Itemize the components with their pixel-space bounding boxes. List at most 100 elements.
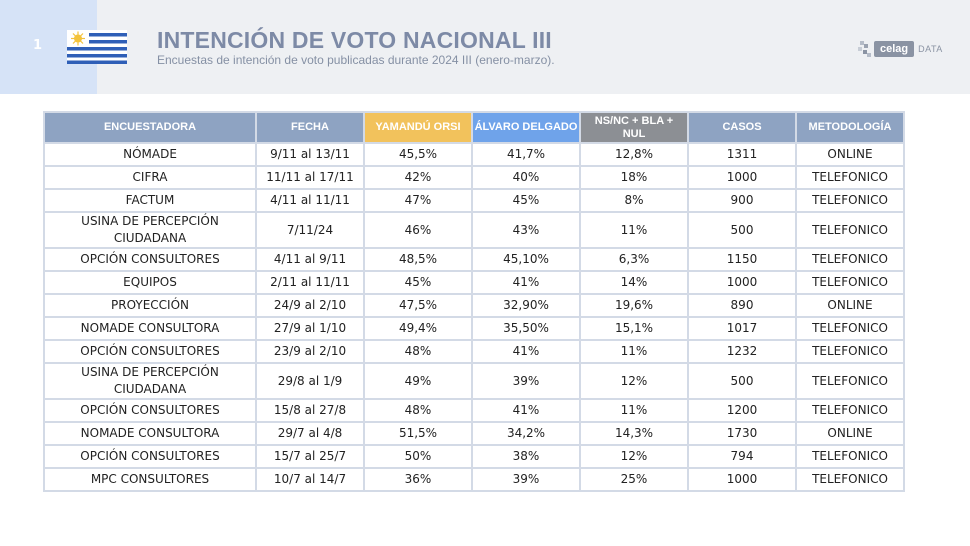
- table-row: OPCIÓN CONSULTORES 4/11 al 9/11 48,5% 45,10…: [43, 247, 905, 272]
- logo-suffix: DATA: [918, 44, 943, 54]
- cell-encuestadora: FACTUM: [43, 188, 257, 213]
- cell-nsnc: 11%: [579, 398, 689, 423]
- table-row: FACTUM 4/11 al 11/11 47% 45% 8% 900 TELEFONICO: [43, 188, 905, 213]
- cell-metodologia: TELEFONICO: [795, 339, 905, 364]
- table-row: PROYECCIÓN 24/9 al 2/10 47,5% 32,90% 19,6% 89…: [43, 293, 905, 318]
- celag-mark-icon: [858, 41, 871, 57]
- cell-nsnc: 12,8%: [579, 142, 689, 167]
- cell-casos: 1200: [687, 398, 797, 423]
- cell-orsi: 45%: [363, 270, 473, 295]
- col-orsi: YAMANDÚ ORSI: [363, 111, 473, 144]
- cell-metodologia: TELEFONICO: [795, 467, 905, 492]
- cell-orsi: 51,5%: [363, 421, 473, 446]
- cell-encuestadora: NÓMADE: [43, 142, 257, 167]
- cell-delgado: 32,90%: [471, 293, 581, 318]
- cell-nsnc: 18%: [579, 165, 689, 190]
- cell-metodologia: TELEFONICO: [795, 444, 905, 469]
- header-band: [0, 0, 970, 94]
- cell-casos: 1017: [687, 316, 797, 341]
- celag-logo: celag DATA: [858, 38, 943, 60]
- cell-fecha: 11/11 al 17/11: [255, 165, 365, 190]
- cell-casos: 500: [687, 362, 797, 400]
- cell-encuestadora: OPCIÓN CONSULTORES: [43, 247, 257, 272]
- table-row: EQUIPOS 2/11 al 11/11 45% 41% 14% 1000 TELEFON…: [43, 270, 905, 295]
- cell-metodologia: TELEFONICO: [795, 188, 905, 213]
- cell-fecha: 4/11 al 9/11: [255, 247, 365, 272]
- cell-orsi: 48%: [363, 398, 473, 423]
- cell-casos: 794: [687, 444, 797, 469]
- cell-encuestadora: NOMADE CONSULTORA: [43, 421, 257, 446]
- cell-nsnc: 6,3%: [579, 247, 689, 272]
- cell-nsnc: 8%: [579, 188, 689, 213]
- cell-nsnc: 11%: [579, 211, 689, 249]
- cell-metodologia: TELEFONICO: [795, 247, 905, 272]
- cell-orsi: 46%: [363, 211, 473, 249]
- cell-orsi: 47%: [363, 188, 473, 213]
- cell-delgado: 38%: [471, 444, 581, 469]
- cell-fecha: 7/11/24: [255, 211, 365, 249]
- cell-nsnc: 11%: [579, 339, 689, 364]
- cell-delgado: 41%: [471, 398, 581, 423]
- cell-nsnc: 25%: [579, 467, 689, 492]
- col-nsnc: NS/NC + BLA + NUL: [579, 111, 689, 144]
- cell-metodologia: TELEFONICO: [795, 270, 905, 295]
- table-row: CIFRA 11/11 al 17/11 42% 40% 18% 1000 TELEFONI…: [43, 165, 905, 190]
- cell-fecha: 9/11 al 13/11: [255, 142, 365, 167]
- cell-fecha: 29/8 al 1/9: [255, 362, 365, 400]
- cell-encuestadora: MPC CONSULTORES: [43, 467, 257, 492]
- uruguay-flag-icon: [67, 30, 127, 64]
- cell-delgado: 45,10%: [471, 247, 581, 272]
- cell-encuestadora: NOMADE CONSULTORA: [43, 316, 257, 341]
- cell-delgado: 35,50%: [471, 316, 581, 341]
- cell-delgado: 41%: [471, 339, 581, 364]
- cell-nsnc: 15,1%: [579, 316, 689, 341]
- cell-orsi: 42%: [363, 165, 473, 190]
- polls-table: ENCUESTADORA FECHA YAMANDÚ ORSI ÁLVARO D…: [43, 111, 905, 492]
- col-delgado: ÁLVARO DELGADO: [471, 111, 581, 144]
- cell-metodologia: TELEFONICO: [795, 211, 905, 249]
- cell-fecha: 29/7 al 4/8: [255, 421, 365, 446]
- cell-casos: 1000: [687, 165, 797, 190]
- col-fecha: FECHA: [255, 111, 365, 144]
- table-row: OPCIÓN CONSULTORES 15/7 al 25/7 50% 38% 12% 7…: [43, 444, 905, 469]
- table-row: NOMADE CONSULTORA 27/9 al 1/10 49,4% 35,50%…: [43, 316, 905, 341]
- cell-encuestadora: EQUIPOS: [43, 270, 257, 295]
- cell-encuestadora: USINA DE PERCEPCIÓN CIUDADANA: [43, 211, 257, 249]
- cell-casos: 1000: [687, 270, 797, 295]
- logo-text: celag: [874, 41, 915, 57]
- cell-encuestadora: USINA DE PERCEPCIÓN CIUDADANA: [43, 362, 257, 400]
- cell-delgado: 41%: [471, 270, 581, 295]
- cell-orsi: 48,5%: [363, 247, 473, 272]
- cell-casos: 1311: [687, 142, 797, 167]
- table-row: OPCIÓN CONSULTORES 23/9 al 2/10 48% 41% 11% 1…: [43, 339, 905, 364]
- cell-casos: 1000: [687, 467, 797, 492]
- cell-fecha: 23/9 al 2/10: [255, 339, 365, 364]
- cell-nsnc: 14,3%: [579, 421, 689, 446]
- cell-casos: 1150: [687, 247, 797, 272]
- table-row: OPCIÓN CONSULTORES 15/8 al 27/8 48% 41% 11% 1…: [43, 398, 905, 423]
- cell-orsi: 49,4%: [363, 316, 473, 341]
- page-subtitle: Encuestas de intención de voto publicada…: [157, 53, 555, 67]
- table-row: MPC CONSULTORES 10/7 al 14/7 36% 39% 25% 1000…: [43, 467, 905, 492]
- cell-delgado: 39%: [471, 467, 581, 492]
- cell-fecha: 15/8 al 27/8: [255, 398, 365, 423]
- page-title: INTENCIÓN DE VOTO NACIONAL III: [157, 27, 552, 53]
- cell-casos: 500: [687, 211, 797, 249]
- cell-orsi: 47,5%: [363, 293, 473, 318]
- cell-metodologia: ONLINE: [795, 142, 905, 167]
- col-nsnc-label: NS/NC + BLA + NUL: [594, 114, 674, 140]
- cell-delgado: 34,2%: [471, 421, 581, 446]
- cell-metodologia: TELEFONICO: [795, 165, 905, 190]
- cell-encuestadora: OPCIÓN CONSULTORES: [43, 339, 257, 364]
- table-header-row: ENCUESTADORA FECHA YAMANDÚ ORSI ÁLVARO D…: [43, 111, 905, 144]
- cell-casos: 1232: [687, 339, 797, 364]
- cell-metodologia: TELEFONICO: [795, 398, 905, 423]
- col-casos: CASOS: [687, 111, 797, 144]
- cell-fecha: 10/7 al 14/7: [255, 467, 365, 492]
- cell-orsi: 48%: [363, 339, 473, 364]
- col-encuestadora: ENCUESTADORA: [43, 111, 257, 144]
- table-row: NÓMADE 9/11 al 13/11 45,5% 41,7% 12,8% 1311 ON…: [43, 142, 905, 167]
- page-number: 1: [33, 38, 43, 53]
- cell-fecha: 27/9 al 1/10: [255, 316, 365, 341]
- cell-encuestadora: OPCIÓN CONSULTORES: [43, 398, 257, 423]
